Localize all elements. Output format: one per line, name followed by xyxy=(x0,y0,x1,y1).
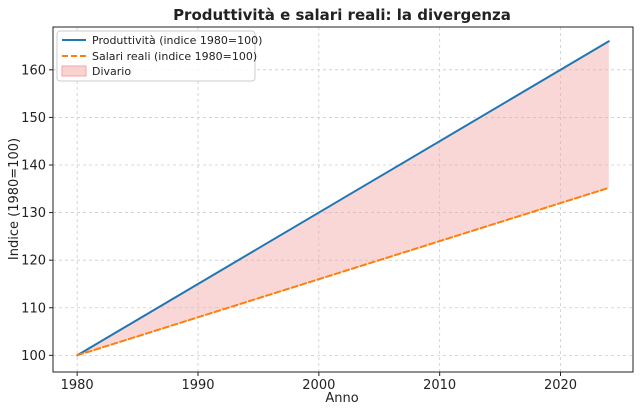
y-tick-label: 130 xyxy=(21,206,46,221)
legend-label-wages: Salari reali (indice 1980=100) xyxy=(92,50,257,63)
y-tick-label: 100 xyxy=(21,349,46,364)
x-tick-label: 1980 xyxy=(61,378,94,393)
plot-marks xyxy=(76,40,610,357)
legend-box xyxy=(56,30,256,82)
y-tick-label: 160 xyxy=(21,63,46,78)
legend: Produttività (indice 1980=100) Salari re… xyxy=(56,30,262,82)
y-tick-label: 150 xyxy=(21,111,46,126)
series-line-wages xyxy=(76,186,610,357)
legend-label-gap: Divario xyxy=(92,65,131,78)
legend-label-productivity: Produttività (indice 1980=100) xyxy=(92,34,262,47)
y-tick-label: 140 xyxy=(21,159,46,174)
x-tick-label: 1990 xyxy=(181,378,214,393)
x-axis-label: Anno xyxy=(325,391,358,406)
chart-title: Produttività e salari reali: la divergen… xyxy=(173,6,511,24)
y-tick-label: 120 xyxy=(21,254,46,269)
y-axis-label: Indice (1980=100) xyxy=(7,138,22,260)
legend-swatch-gap xyxy=(61,65,87,77)
plot-frame xyxy=(52,26,634,373)
y-tick-label: 110 xyxy=(21,301,46,316)
x-tick-label: 2000 xyxy=(302,378,335,393)
x-tick-label: 2020 xyxy=(544,378,577,393)
series-line-productivity xyxy=(76,40,610,357)
x-tick-label: 2010 xyxy=(423,378,456,393)
ticks: 1980 1990 2000 2010 2020 100 110 120 130 140 150 16… xyxy=(21,63,577,393)
